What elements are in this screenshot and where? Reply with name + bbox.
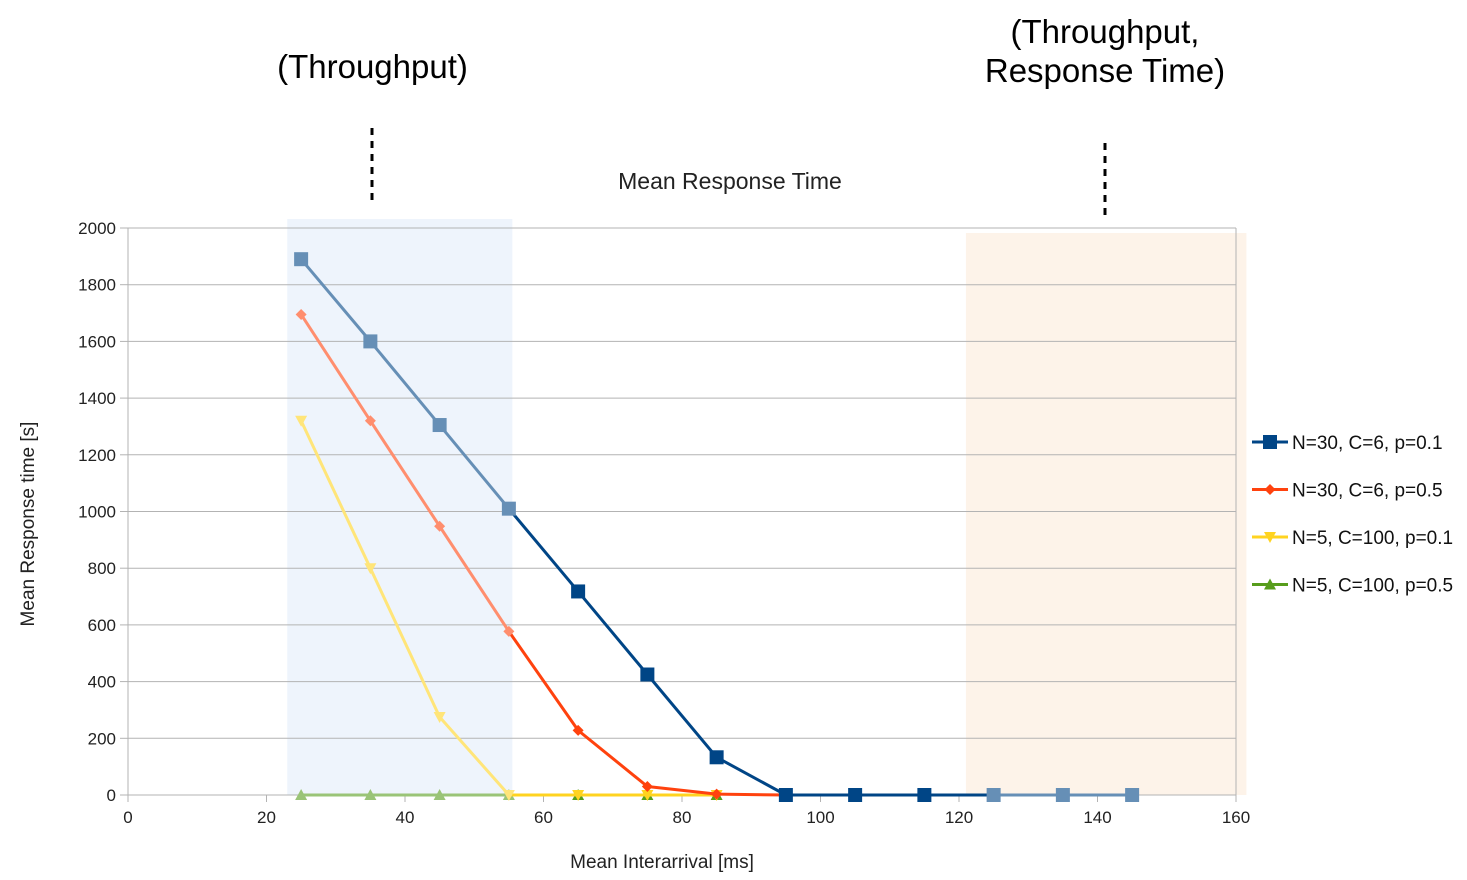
y-tick-label: 1400 [78, 389, 116, 408]
y-tick-label: 1000 [78, 503, 116, 522]
legend-swatch-marker [1264, 532, 1276, 543]
series-line-segment [299, 420, 372, 569]
data-point [434, 520, 446, 532]
annotation-line: (Throughput) [277, 48, 468, 85]
series-line-segment [507, 630, 580, 732]
series-line-segment [438, 525, 511, 633]
data-point [640, 667, 655, 682]
series-line-segment [299, 258, 372, 343]
grid-lines [128, 227, 1236, 739]
throughput-annotation: (Throughput) [230, 47, 515, 86]
chart-title: Mean Response Time [618, 168, 842, 194]
legend-label: N=30, C=6, p=0.5 [1292, 481, 1443, 502]
x-tick-label: 80 [673, 808, 692, 827]
data-point [917, 788, 932, 802]
y-axis-label: Mean Response time [s] [18, 422, 39, 627]
x-tick-label: 40 [396, 808, 415, 827]
series-line-segment [369, 567, 441, 718]
series-line-segment [577, 729, 649, 788]
series-line-segment [438, 424, 511, 510]
annotation-pointers [370, 128, 1107, 221]
x-tick-label: 140 [1083, 808, 1111, 827]
data-point [848, 788, 863, 802]
data-point [711, 788, 723, 800]
series-line-segment [507, 507, 580, 593]
data-point [364, 563, 377, 575]
x-tick-label: 160 [1222, 808, 1250, 827]
legend-label: N=5, C=100, p=0.5 [1292, 576, 1453, 597]
data-point [294, 252, 309, 267]
y-tick-label: 0 [107, 786, 116, 805]
data-point [295, 789, 308, 800]
y-tick-label: 1800 [78, 276, 116, 295]
highlight-region [965, 233, 1247, 795]
data-point [363, 334, 378, 349]
series-line-segment [647, 785, 717, 796]
data-point [986, 788, 1001, 802]
x-axis-label: Mean Interarrival [ms] [570, 852, 754, 873]
series-line-segment [369, 340, 441, 426]
data-point [433, 789, 446, 800]
data-point [572, 790, 585, 801]
data-point [1125, 788, 1140, 802]
y-tick-label: 1600 [78, 332, 116, 351]
highlight-regions [287, 219, 1247, 795]
data-point [432, 418, 447, 433]
series-line-segment [646, 673, 718, 759]
series-line-segment [715, 755, 787, 797]
data-point [641, 790, 654, 801]
legend-swatch-marker [1264, 484, 1276, 495]
legend-item: N=30, C=6, p=0.5 [1252, 481, 1443, 502]
data-point [364, 789, 377, 800]
throughput-response-time-annotation: (Throughput, Response Time) [950, 12, 1260, 90]
data-point [364, 415, 376, 427]
x-tick-label: 120 [945, 808, 973, 827]
data-point [778, 788, 793, 802]
highlight-region [287, 219, 513, 795]
series-n-30-c-6-p-0-5 [295, 308, 792, 801]
x-tick-label: 60 [534, 808, 553, 827]
series-n-30-c-6-p-0-1 [294, 252, 1140, 802]
data-point [501, 501, 516, 516]
legend-swatch-marker [1264, 578, 1276, 590]
legend-item: N=30, C=6, p=0.1 [1252, 433, 1443, 454]
data-point [571, 584, 586, 599]
data-point [1055, 788, 1070, 802]
y-tick-label: 200 [88, 729, 116, 748]
y-tick-label: 1200 [78, 446, 116, 465]
series-line-segment [369, 419, 441, 528]
y-tick-label: 400 [88, 673, 116, 692]
series-line-segment [299, 313, 372, 422]
legend-swatch-marker [1263, 435, 1277, 449]
annotation-line: (Throughput, [1010, 13, 1200, 50]
data-point [572, 724, 584, 736]
annotation-line: Response Time) [984, 52, 1226, 89]
y-tick-label: 2000 [78, 219, 116, 238]
x-tick-label: 20 [257, 808, 276, 827]
legend-label: N=30, C=6, p=0.1 [1292, 433, 1443, 454]
data-point [295, 308, 307, 320]
legend-item: N=5, C=100, p=0.5 [1252, 576, 1453, 597]
data-point [641, 780, 653, 792]
legend: N=30, C=6, p=0.1 N=30, C=6, p=0.5 N=5, C=1… [1252, 433, 1453, 597]
series-line-segment [438, 716, 510, 796]
x-tick-label: 100 [806, 808, 834, 827]
data-point [503, 625, 515, 637]
series-line-segment [716, 792, 786, 797]
x-tick-label: 0 [123, 808, 132, 827]
series-n-5-c-100-p-0-1 [295, 415, 723, 801]
series-line-segment [576, 590, 649, 676]
data-point [295, 415, 308, 427]
series-lines [294, 252, 1140, 802]
y-tick-label: 600 [88, 616, 116, 635]
data-point [502, 790, 515, 801]
y-tick-label: 800 [88, 559, 116, 578]
legend-item: N=5, C=100, p=0.1 [1252, 528, 1453, 549]
data-point [709, 750, 724, 765]
legend-label: N=5, C=100, p=0.1 [1292, 528, 1453, 549]
data-point [433, 712, 446, 724]
